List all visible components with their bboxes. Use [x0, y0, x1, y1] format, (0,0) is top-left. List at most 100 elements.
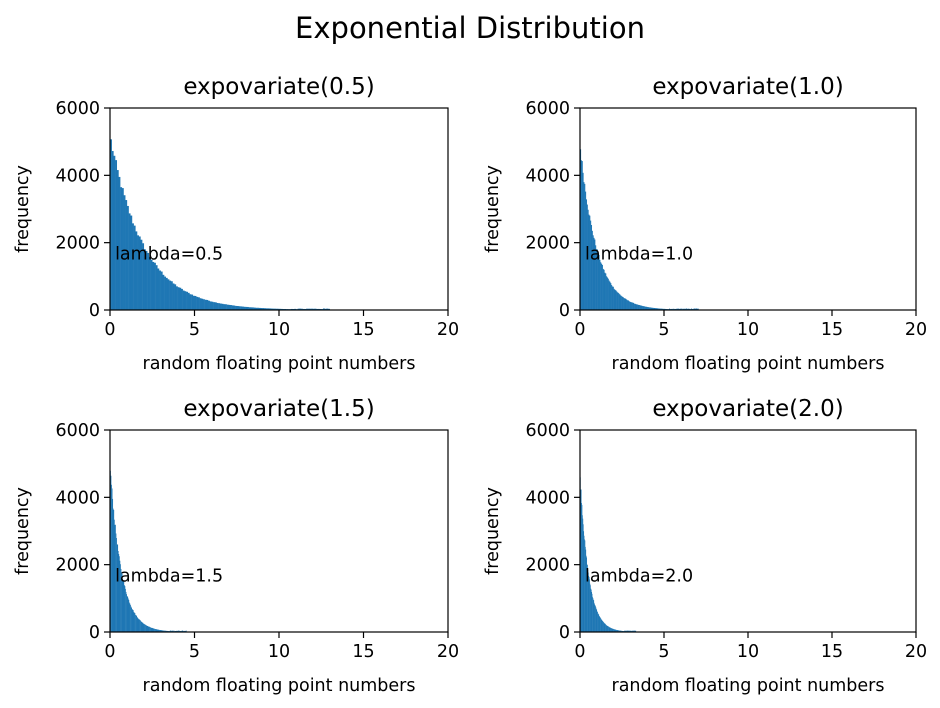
histogram-bar [632, 302, 634, 310]
histogram-bar [618, 630, 620, 632]
histogram-bar [145, 624, 146, 632]
x-tick-label: 5 [189, 642, 200, 662]
y-tick-label: 6000 [55, 421, 100, 441]
histogram-bar [114, 524, 116, 632]
histogram-bar [120, 568, 122, 632]
histogram-bar [599, 259, 601, 310]
histogram-bar [125, 591, 127, 632]
histogram-bar [236, 306, 239, 310]
histogram-bar [165, 630, 167, 632]
histogram-bar [221, 303, 224, 310]
histogram-bar [593, 600, 595, 632]
histogram-bar [659, 308, 661, 310]
histogram-bar [621, 296, 623, 310]
histogram-bar [581, 504, 583, 632]
histogram-bar [138, 236, 141, 310]
histogram-bar [617, 630, 619, 632]
subplot-title: expovariate(1.5) [183, 396, 374, 422]
histogram-bar [128, 213, 131, 310]
histogram-bar [609, 627, 611, 632]
histogram-bar [580, 489, 582, 632]
histogram-bar [639, 305, 641, 310]
histogram-bar [590, 220, 592, 310]
histogram-bar [585, 199, 587, 310]
histogram-bar [651, 307, 653, 310]
histogram-bar [144, 624, 145, 632]
histogram [580, 149, 699, 310]
histogram-bar [693, 308, 695, 310]
histogram-bar [603, 622, 605, 632]
histogram-bar [627, 300, 629, 310]
histogram-bar [163, 630, 165, 632]
histogram-bar [644, 306, 646, 310]
histogram-bar [646, 306, 648, 310]
histogram-bar [603, 621, 604, 632]
histogram-bar [593, 237, 595, 310]
histogram-bar [603, 623, 605, 632]
histogram-bar [595, 249, 598, 310]
histogram-bar [647, 307, 649, 310]
histogram-bar [676, 308, 678, 310]
histogram-bar [137, 235, 139, 310]
histogram-bar [139, 619, 140, 632]
y-tick-label: 0 [89, 301, 100, 321]
histogram-bar [596, 611, 598, 632]
x-tick-label: 10 [737, 642, 759, 662]
histogram-bar [589, 215, 591, 310]
x-tick-label: 10 [268, 320, 290, 340]
histogram-bar [582, 524, 584, 632]
histogram-bar [658, 308, 660, 310]
histogram-bar [632, 302, 635, 310]
x-tick-label: 5 [189, 320, 200, 340]
histogram [580, 477, 637, 632]
histogram-bar [606, 625, 608, 632]
histogram-bar [258, 307, 261, 310]
histogram-bar [586, 204, 588, 310]
histogram-bar [592, 596, 593, 632]
histogram-bar [127, 598, 129, 632]
histogram-bar [582, 515, 583, 632]
histogram-bar [116, 537, 117, 632]
histogram-bar [619, 630, 621, 632]
histogram-bar [697, 308, 699, 310]
histogram-bar [125, 200, 128, 310]
histogram-bar [614, 289, 616, 310]
histogram-bar [624, 630, 626, 632]
histogram-bar [131, 223, 134, 310]
x-axis-label: random floating point numbers [612, 354, 885, 374]
histogram-bar [157, 629, 159, 632]
histogram-bar [123, 195, 126, 310]
histogram-bar [609, 281, 611, 310]
histogram-bar [606, 276, 608, 310]
histogram-bar [132, 609, 134, 632]
x-tick-label: 15 [352, 642, 374, 662]
histogram-bar [634, 303, 636, 310]
histogram-bar [164, 276, 167, 310]
histogram-bar [597, 613, 599, 632]
histogram-bar [137, 618, 139, 632]
histogram-bar [157, 629, 159, 632]
histogram-bar [624, 630, 626, 632]
histogram-bar [165, 277, 168, 310]
histogram-bar [601, 620, 603, 632]
histogram-bar [216, 302, 219, 310]
histogram-bar [159, 630, 161, 632]
histogram-bar [297, 308, 300, 310]
histogram-bar [582, 172, 584, 310]
histogram-bar [143, 623, 145, 632]
lambda-annotation: lambda=1.5 [115, 567, 223, 587]
histogram-bar [126, 596, 128, 632]
histogram-bar [133, 612, 135, 632]
y-tick-label: 4000 [525, 166, 570, 186]
histogram-bar [584, 539, 585, 632]
histogram-bar [645, 306, 647, 310]
histogram-bar [130, 605, 131, 632]
x-tick-label: 15 [821, 320, 843, 340]
histogram-bar [306, 308, 308, 310]
histogram-bar [152, 261, 155, 310]
histogram-bar [623, 298, 625, 310]
histogram-bar [117, 550, 119, 632]
histogram-bar [587, 209, 589, 310]
histogram-bar [695, 308, 698, 310]
histogram-bar [130, 215, 133, 310]
